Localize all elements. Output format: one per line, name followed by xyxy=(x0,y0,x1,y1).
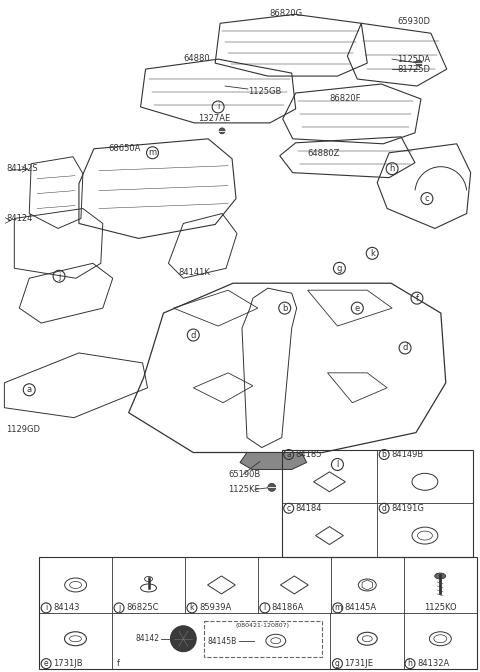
Text: 86820F: 86820F xyxy=(329,95,361,103)
Text: 84185: 84185 xyxy=(296,450,322,459)
Text: 1327AE: 1327AE xyxy=(198,114,230,124)
Text: 65930D: 65930D xyxy=(397,17,430,26)
Text: 84143: 84143 xyxy=(53,603,80,612)
Text: 84142S: 84142S xyxy=(6,164,38,173)
Text: 84124: 84124 xyxy=(6,214,33,223)
Text: 84142: 84142 xyxy=(135,634,159,643)
Text: d: d xyxy=(191,331,196,339)
Text: 84145B: 84145B xyxy=(208,637,237,646)
Text: 84191G: 84191G xyxy=(391,504,424,513)
Text: b: b xyxy=(282,304,288,312)
Text: 84149B: 84149B xyxy=(391,450,423,459)
Text: 86825C: 86825C xyxy=(126,603,158,612)
Text: 84132A: 84132A xyxy=(417,659,449,668)
Text: 1125DA: 1125DA xyxy=(397,54,430,64)
Text: m: m xyxy=(148,149,156,157)
Text: d: d xyxy=(382,504,386,513)
Bar xyxy=(282,450,473,557)
Text: 84145A: 84145A xyxy=(345,603,377,612)
Text: 64880: 64880 xyxy=(183,54,210,62)
Text: 65190B: 65190B xyxy=(228,470,260,479)
Text: e: e xyxy=(355,304,360,312)
Text: h: h xyxy=(389,164,395,173)
Text: i: i xyxy=(45,603,47,612)
Text: j: j xyxy=(118,603,120,612)
Text: g: g xyxy=(335,659,340,668)
Text: b: b xyxy=(382,450,386,459)
Circle shape xyxy=(170,626,196,652)
Text: 85939A: 85939A xyxy=(199,603,231,612)
Text: d: d xyxy=(402,343,408,352)
Text: 84184: 84184 xyxy=(296,504,322,513)
Text: k: k xyxy=(370,249,375,258)
Text: l: l xyxy=(264,603,266,612)
Text: c: c xyxy=(425,194,429,203)
Text: 86820G: 86820G xyxy=(270,9,303,18)
Text: 84141K: 84141K xyxy=(179,267,210,277)
Text: f: f xyxy=(416,294,419,302)
Circle shape xyxy=(268,483,276,491)
Text: 1129GD: 1129GD xyxy=(6,425,40,434)
Text: (080421-120807): (080421-120807) xyxy=(236,623,290,628)
Text: k: k xyxy=(190,603,194,612)
Text: 81725D: 81725D xyxy=(397,65,430,74)
Text: 64880Z: 64880Z xyxy=(308,149,340,159)
Text: a: a xyxy=(27,385,32,394)
Circle shape xyxy=(219,128,225,134)
Polygon shape xyxy=(240,452,307,470)
Text: l: l xyxy=(336,460,338,469)
Circle shape xyxy=(416,60,422,66)
Text: i: i xyxy=(217,102,219,112)
Text: 1731JB: 1731JB xyxy=(53,659,83,668)
Text: 1125GB: 1125GB xyxy=(248,87,281,95)
Text: 1125KO: 1125KO xyxy=(424,603,456,612)
Text: 1125KE: 1125KE xyxy=(228,485,260,494)
Text: g: g xyxy=(337,264,342,273)
Text: 68650A: 68650A xyxy=(109,144,141,153)
Text: e: e xyxy=(44,659,48,668)
Text: 84186A: 84186A xyxy=(272,603,304,612)
Text: h: h xyxy=(408,659,412,668)
Text: c: c xyxy=(287,504,291,513)
Bar xyxy=(204,621,322,657)
Text: j: j xyxy=(58,271,60,281)
Text: m: m xyxy=(334,603,341,612)
Text: a: a xyxy=(287,450,291,459)
Ellipse shape xyxy=(435,573,445,579)
Text: 1731JE: 1731JE xyxy=(344,659,373,668)
Text: f: f xyxy=(117,659,120,668)
Bar xyxy=(39,557,477,669)
